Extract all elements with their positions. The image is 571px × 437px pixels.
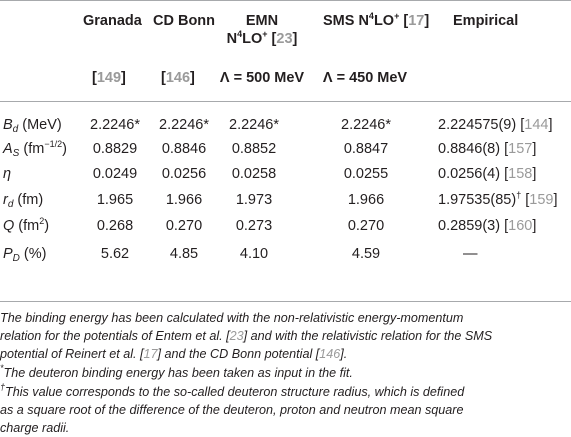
table-cell: 0.8829	[92, 141, 138, 157]
table-cell-empirical: 0.0256(4) [158]	[438, 166, 537, 182]
table-cell: 1.965	[96, 192, 134, 208]
table-cell: 0.8852	[231, 141, 277, 157]
table-cell: 0.0249	[92, 166, 138, 182]
row-label-eta: η	[3, 166, 12, 182]
col-cdbonn-title: CD Bonn	[153, 13, 216, 29]
footnote-binding-energy: The binding energy has been calculated w…	[0, 311, 493, 361]
table-cell: 2.2246*	[90, 117, 140, 133]
table-cell: 2.2246*	[341, 117, 391, 133]
row-label-quadrupole: Q (fm2)	[3, 216, 50, 235]
footnote-input: *The deuteron binding energy has been ta…	[0, 363, 353, 381]
col-empirical-title: Empirical	[453, 13, 519, 29]
row-label-d-state: PD (%)	[3, 246, 47, 264]
table-cell-empirical: 0.2859(3) [160]	[438, 218, 537, 234]
bottom-rule	[0, 301, 571, 302]
table-cell: 4.85	[169, 246, 199, 262]
table-cell: 0.0256	[161, 166, 207, 182]
col-emn-subtitle: N4LO+ [23]	[226, 29, 298, 48]
table-cell: 1.973	[235, 192, 273, 208]
footnote-structure-radius: †This value corresponds to the so-called…	[0, 382, 465, 436]
col-granada-title: Granada	[83, 13, 142, 29]
table-cell: 4.10	[239, 246, 269, 262]
table-cell: 0.273	[235, 218, 273, 234]
row-label-asymptotic-s: AS (fm−1/2)	[3, 139, 67, 159]
table-cell: 5.62	[100, 246, 130, 262]
table-cell: 0.8847	[343, 141, 389, 157]
table-cell: 1.966	[347, 192, 385, 208]
table-cell: 0.270	[165, 218, 203, 234]
col-emn-cutoff: Λ = 500 MeV	[219, 70, 305, 86]
table-cell-empirical: —	[463, 246, 478, 262]
table-cell-empirical: 2.224575(9) [144]	[438, 117, 553, 133]
table-cell-empirical: 1.97535(85)† [159]	[438, 190, 558, 209]
col-sms-title: SMS N4LO+ [17]	[323, 11, 430, 30]
table-cell: 0.270	[347, 218, 385, 234]
col-cdbonn-ref: [146]	[161, 70, 195, 86]
table-cell-empirical: 0.8846(8) [157]	[438, 141, 537, 157]
table-cell: 2.2246*	[159, 117, 209, 133]
header-rule	[0, 101, 571, 102]
top-rule	[0, 0, 571, 1]
table-cell: 2.2246*	[229, 117, 279, 133]
table-cell: 1.966	[165, 192, 203, 208]
row-label-radius: rd (fm)	[3, 192, 44, 210]
table-cell: 0.0258	[231, 166, 277, 182]
col-granada-ref: [149]	[92, 70, 126, 86]
col-sms-cutoff: Λ = 450 MeV	[322, 70, 408, 86]
table-cell: 0.8846	[161, 141, 207, 157]
table-cell: 0.0255	[343, 166, 389, 182]
row-label-binding-energy: Bd (MeV)	[3, 117, 62, 135]
table-cell: 0.268	[96, 218, 134, 234]
col-emn-title: EMN	[245, 13, 279, 29]
table-cell: 4.59	[351, 246, 381, 262]
